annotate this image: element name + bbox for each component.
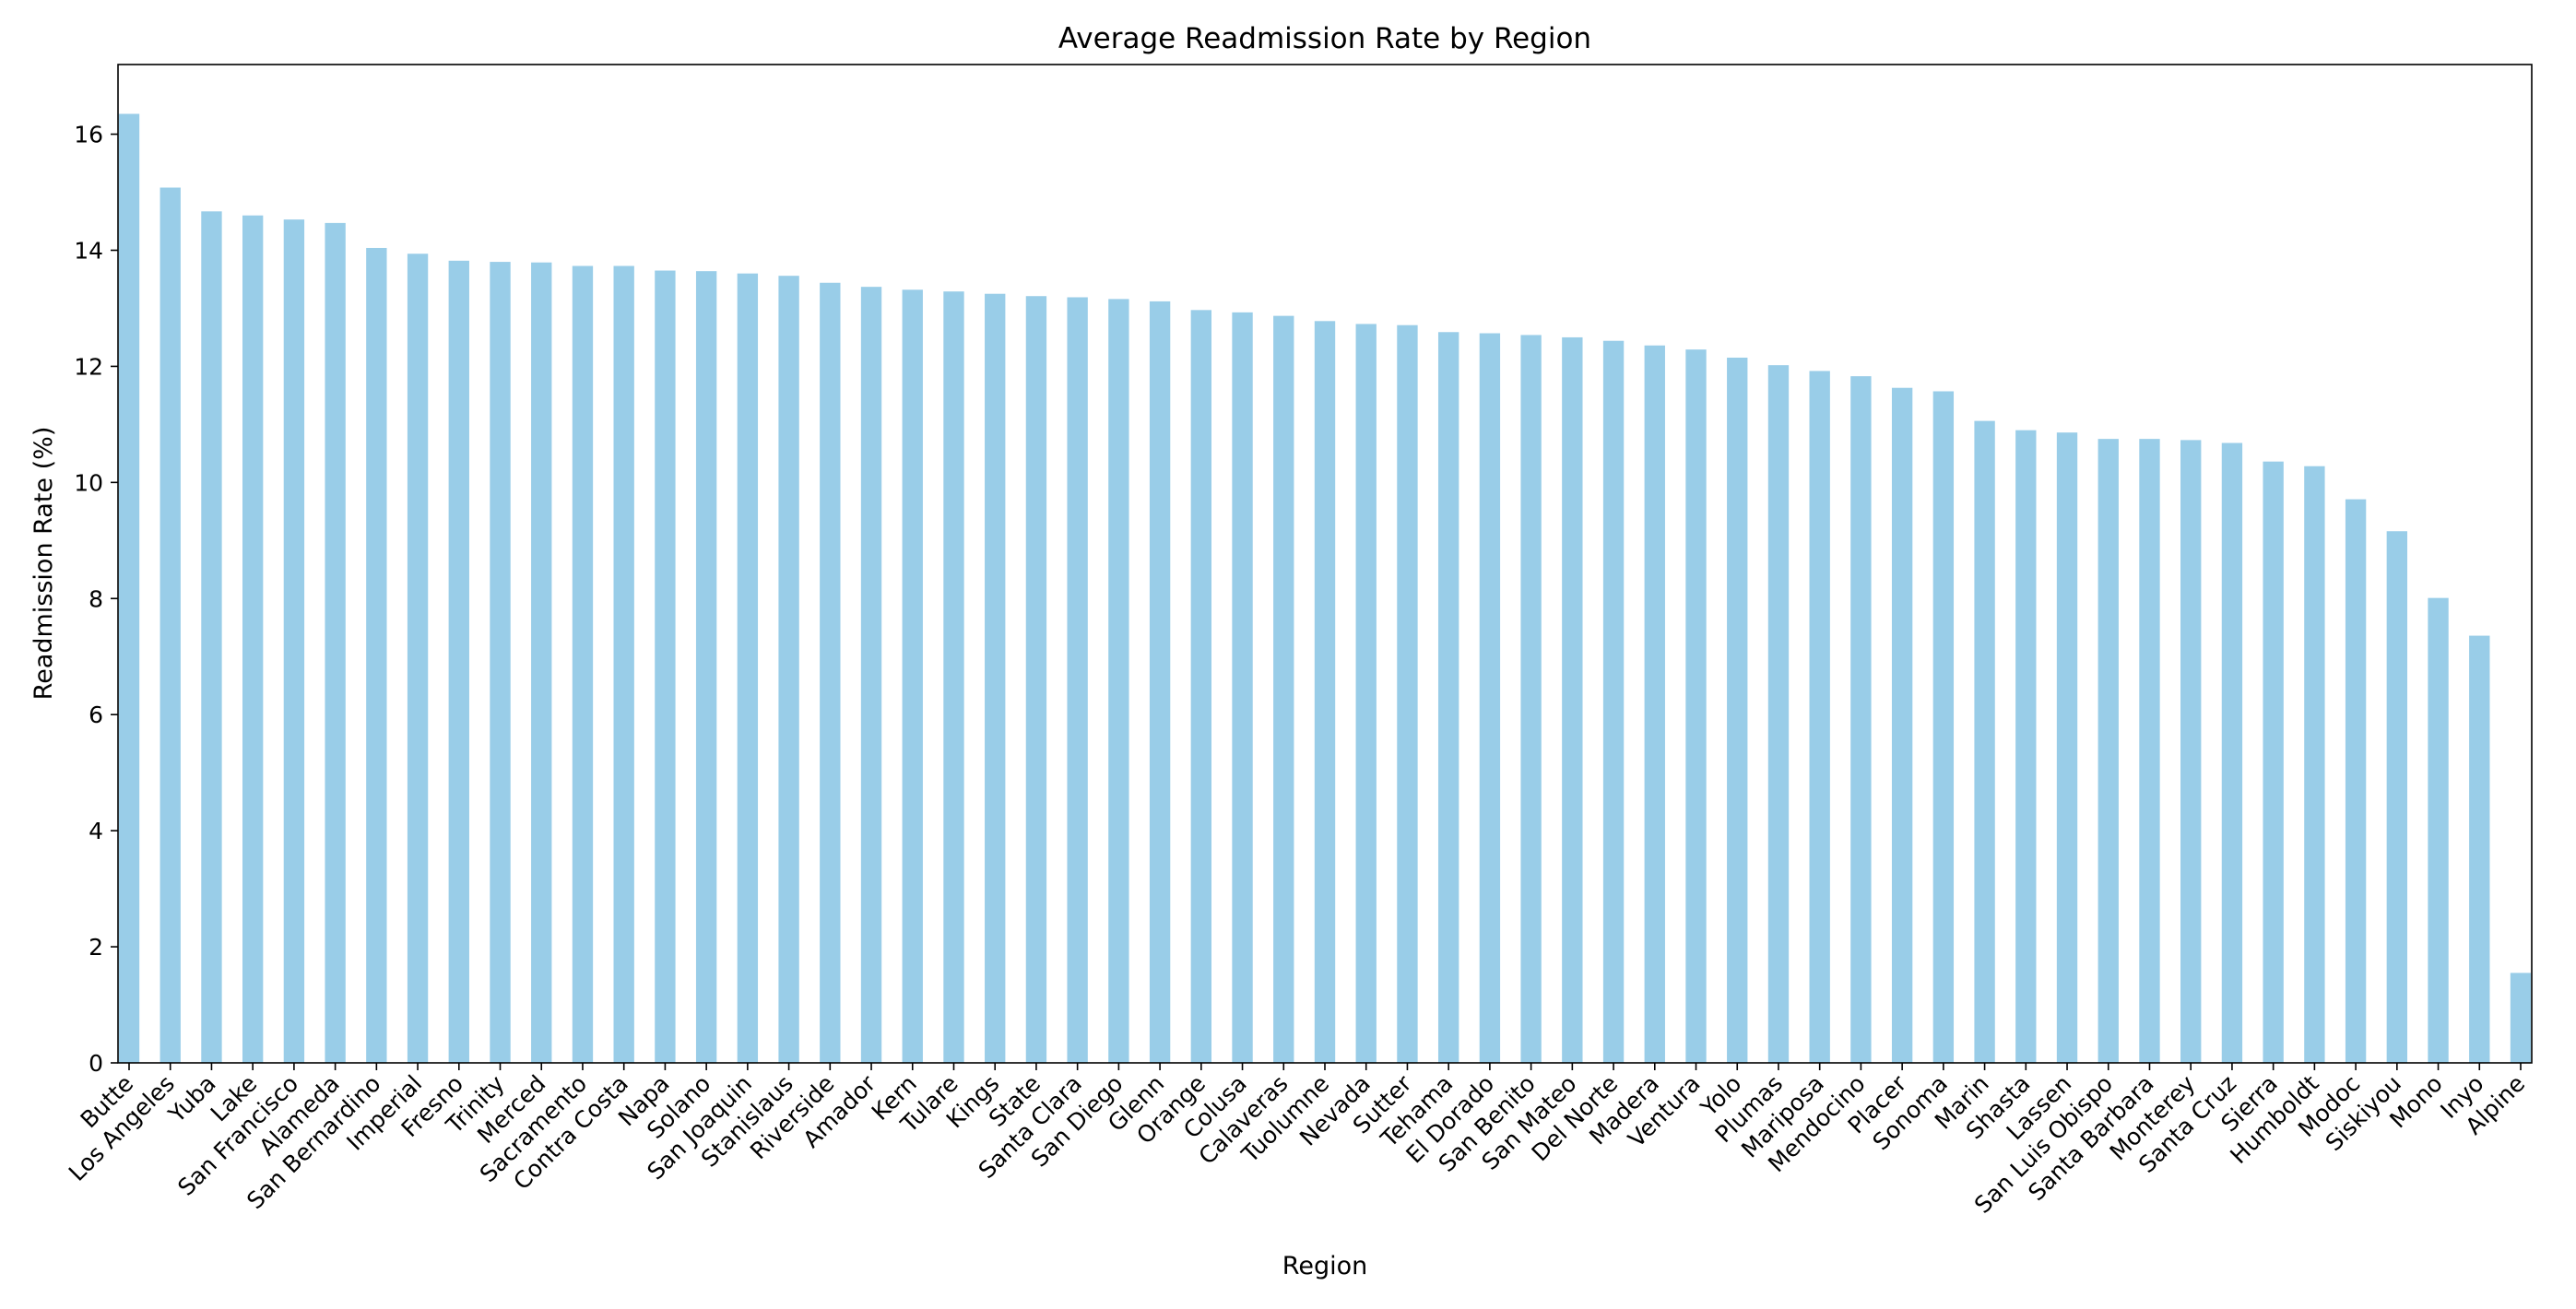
bar <box>985 293 1006 1064</box>
bar <box>1809 371 1830 1064</box>
bar <box>283 219 305 1063</box>
bar <box>1067 297 1088 1063</box>
bar <box>2469 635 2490 1063</box>
bar <box>118 113 140 1063</box>
bar <box>160 187 181 1064</box>
bar <box>1232 312 1253 1063</box>
bar <box>1685 349 1707 1063</box>
bar <box>490 262 511 1064</box>
y-axis-label: Readmission Rate (%) <box>30 427 58 701</box>
bar <box>572 265 594 1063</box>
y-tick-label: 16 <box>74 122 103 148</box>
bar <box>325 222 346 1063</box>
bar <box>1850 376 1872 1063</box>
bar <box>1437 332 1459 1063</box>
bar <box>2428 597 2449 1063</box>
bar <box>860 287 882 1063</box>
y-tick-label: 10 <box>74 469 103 496</box>
bar <box>1355 324 1377 1063</box>
bar <box>1974 420 1995 1063</box>
bar <box>655 270 676 1063</box>
bar <box>1479 333 1501 1063</box>
bar <box>1602 340 1625 1064</box>
y-tick-label: 0 <box>89 1050 103 1077</box>
bar <box>2510 973 2532 1063</box>
bar <box>2097 439 2119 1064</box>
bar <box>1520 335 1542 1063</box>
bar <box>2180 440 2202 1063</box>
bar <box>366 247 387 1064</box>
bar <box>695 271 717 1063</box>
bar <box>2056 432 2078 1063</box>
bar <box>820 282 841 1063</box>
bar <box>1932 391 1955 1063</box>
bar <box>531 262 552 1064</box>
y-axis: 0 2 4 6 8 10 12 14 16 <box>74 122 118 1077</box>
bar <box>1562 336 1583 1063</box>
bar <box>1767 365 1790 1063</box>
bar <box>407 254 429 1063</box>
bar <box>1727 357 1748 1064</box>
bar <box>613 265 634 1063</box>
bars-group <box>118 113 2532 1064</box>
x-axis-label: Region <box>1282 1252 1367 1280</box>
y-tick-label: 4 <box>89 818 103 844</box>
y-tick-label: 8 <box>89 585 103 612</box>
bar <box>902 289 923 1063</box>
bar <box>1108 299 1129 1063</box>
bar <box>1397 324 1418 1064</box>
y-tick-label: 2 <box>89 934 103 961</box>
bar <box>201 211 222 1064</box>
plot-frame <box>117 64 2533 1064</box>
bar <box>1025 296 1047 1064</box>
bar <box>1891 387 1913 1064</box>
bar <box>778 276 799 1063</box>
bar <box>1149 301 1171 1063</box>
bar <box>737 273 759 1063</box>
bar <box>1314 321 1336 1063</box>
bar <box>2263 461 2284 1063</box>
bar <box>1273 315 1294 1063</box>
bar <box>2304 466 2325 1064</box>
bar <box>2139 439 2160 1064</box>
bar <box>242 215 264 1063</box>
y-tick-label: 6 <box>89 702 103 728</box>
bar <box>2386 531 2408 1063</box>
bar <box>1644 345 1665 1063</box>
bar <box>2345 499 2367 1063</box>
bar <box>943 291 964 1063</box>
bar <box>1190 310 1212 1064</box>
bar <box>2221 442 2243 1063</box>
y-tick-label: 14 <box>74 237 103 264</box>
bar <box>448 260 469 1063</box>
chart-title: Average Readmission Rate by Region <box>1058 22 1591 55</box>
y-tick-label: 12 <box>74 353 103 380</box>
bar <box>2015 430 2037 1063</box>
